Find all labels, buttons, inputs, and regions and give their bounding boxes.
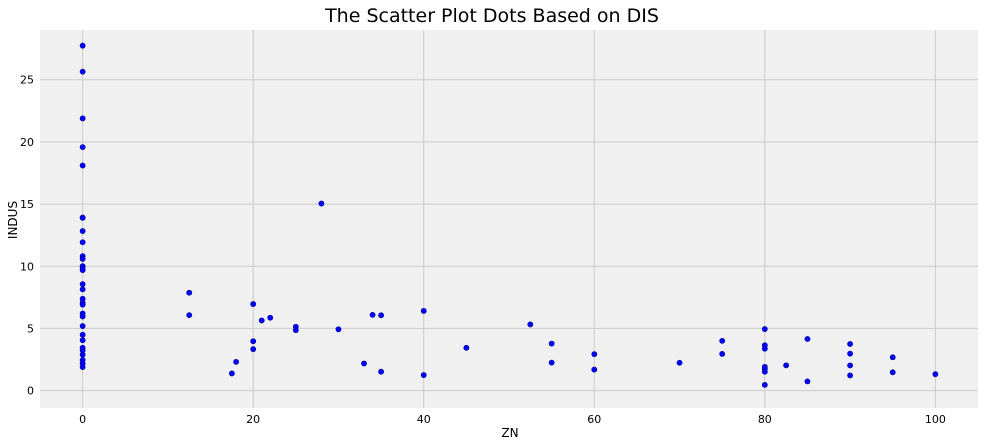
data-point — [804, 336, 811, 342]
data-point — [79, 337, 86, 344]
data-point — [250, 338, 257, 345]
data-point — [79, 351, 86, 358]
y-axis-label: INDUS — [6, 201, 20, 239]
data-point — [79, 68, 86, 75]
data-point — [292, 327, 299, 334]
data-point — [527, 321, 534, 328]
data-point — [847, 341, 853, 347]
data-point — [463, 344, 470, 351]
data-point — [847, 362, 853, 369]
data-point — [761, 345, 768, 352]
plot-area — [40, 30, 978, 408]
data-point — [79, 214, 86, 221]
data-point — [804, 378, 811, 385]
x-tick-label: 40 — [417, 413, 431, 426]
data-point — [79, 42, 86, 49]
x-tick-label: 80 — [758, 413, 772, 426]
data-point — [335, 326, 342, 333]
data-point — [318, 200, 325, 207]
data-point — [250, 346, 257, 353]
data-point — [79, 281, 86, 288]
data-point — [79, 364, 86, 370]
x-tick-label: 60 — [587, 413, 601, 426]
tick-labels: 0 20 40 60 80 100 0 5 10 15 20 25 — [20, 74, 946, 426]
data-point — [719, 337, 726, 344]
data-point — [267, 314, 274, 321]
data-point — [79, 313, 86, 320]
data-point — [361, 360, 367, 367]
data-point — [761, 326, 768, 332]
data-point — [79, 239, 86, 246]
data-point — [79, 301, 86, 308]
data-point — [79, 228, 86, 234]
data-point — [932, 371, 939, 378]
data-point — [79, 331, 86, 338]
data-point — [79, 162, 86, 169]
data-point — [186, 289, 193, 296]
data-point — [79, 115, 86, 122]
data-point — [233, 358, 240, 365]
data-points — [79, 42, 939, 388]
data-point — [548, 340, 555, 347]
data-point — [761, 381, 768, 388]
data-point — [378, 368, 384, 375]
data-point — [79, 323, 86, 329]
y-tick-label: 20 — [20, 136, 34, 149]
y-tick-label: 25 — [20, 74, 34, 87]
data-point — [79, 144, 86, 151]
data-point — [369, 311, 376, 318]
data-point — [420, 372, 427, 378]
y-tick-label: 0 — [27, 385, 34, 398]
data-point — [378, 312, 384, 319]
x-tick-label: 100 — [925, 413, 946, 426]
data-point — [847, 372, 853, 379]
y-tick-label: 10 — [20, 260, 34, 273]
data-point — [548, 359, 555, 366]
data-point — [79, 286, 86, 293]
x-tick-label: 20 — [246, 413, 260, 426]
x-axis-label: ZN — [501, 426, 518, 440]
data-point — [676, 359, 683, 366]
data-point — [761, 368, 768, 375]
data-point — [228, 370, 235, 377]
data-point — [250, 301, 257, 307]
data-point — [783, 362, 790, 369]
data-point — [258, 317, 265, 324]
x-tick-label: 0 — [79, 413, 86, 426]
grid-lines — [40, 30, 978, 408]
y-tick-label: 15 — [20, 198, 34, 211]
data-point — [186, 312, 193, 319]
data-point — [591, 351, 598, 358]
data-point — [591, 366, 598, 373]
data-point — [847, 350, 853, 357]
data-point — [889, 369, 896, 376]
chart-title: The Scatter Plot Dots Based on DIS — [324, 5, 659, 27]
y-tick-label: 5 — [27, 322, 34, 335]
data-point — [79, 256, 86, 262]
data-point — [889, 354, 896, 361]
data-point — [79, 267, 86, 274]
data-point — [719, 351, 726, 357]
data-point — [420, 307, 427, 314]
